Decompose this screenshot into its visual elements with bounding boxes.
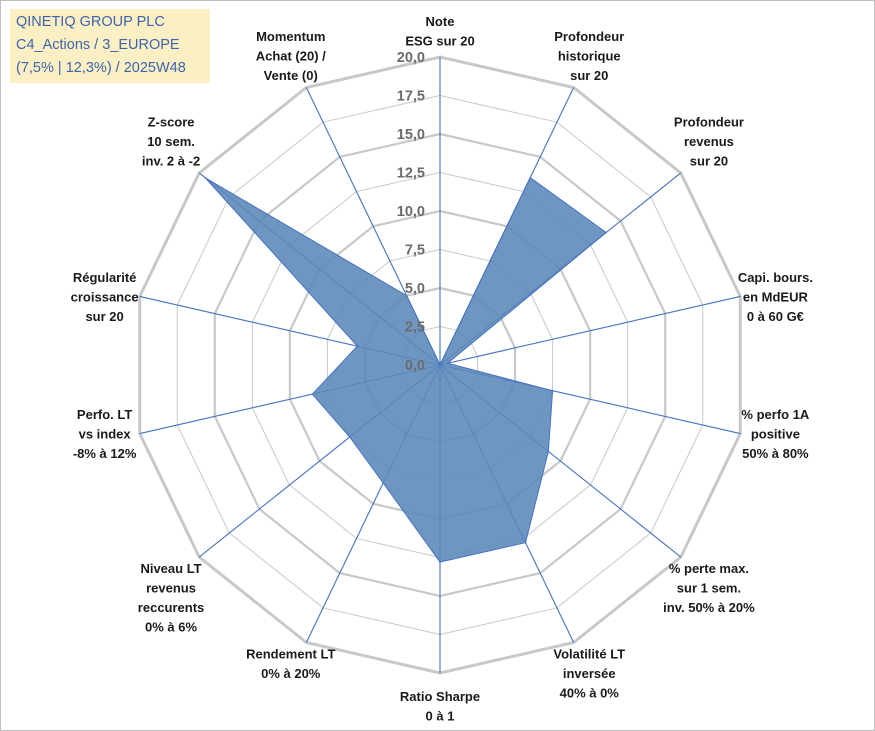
axis-label-1: Profondeur historique sur 20: [554, 29, 624, 83]
data-point-6: [524, 541, 527, 544]
axis-label-0: Note ESG sur 20: [405, 14, 474, 49]
axis-label-10: Perfo. LT vs index -8% à 12%: [73, 407, 137, 461]
title-line-1: QINETIQ GROUP PLC: [16, 14, 165, 30]
tick-label-4: 10,0: [397, 204, 425, 220]
tick-label-2: 5,0: [405, 281, 425, 297]
axis-label-2: Profondeur revenus sur 20: [674, 114, 744, 168]
data-point-13: [405, 294, 408, 297]
label-layer: Note ESG sur 20 Profondeur historique sur 20…: [71, 14, 813, 724]
data-point-0: [439, 364, 441, 366]
data-point-8: [382, 482, 385, 484]
axis-label-11: Régularité croissance sur 20: [71, 270, 139, 324]
data-point-3: [446, 362, 449, 365]
axis-label-4: % perfo 1A positive 50% à 80%: [741, 407, 810, 461]
data-point-10: [311, 393, 314, 395]
tick-label-7: 17,5: [397, 89, 425, 105]
series-layer: [204, 176, 607, 563]
chart-title-box: QINETIQ GROUP PLC C4_Actions / 3_EUROPE …: [10, 9, 210, 83]
title-line-3: (7,5% | 12,3%) / 2025W48: [16, 60, 186, 76]
data-point-2: [605, 231, 607, 234]
axis-label-13: Momentum Achat (20) / Vente (0): [256, 29, 326, 83]
data-point-11: [356, 345, 359, 347]
data-point-1: [529, 176, 532, 179]
axis-label-5: % perte max. sur 1 sem. inv. 50% à 20%: [663, 561, 755, 615]
title-line-2: C4_Actions / 3_EUROPE: [16, 37, 180, 53]
tick-label-5: 12,5: [397, 166, 425, 182]
axis-label-9: Niveau LT revenus reccurents 0% à 6%: [138, 561, 204, 635]
data-point-12: [204, 176, 207, 179]
data-point-4: [551, 389, 554, 392]
tick-label-0: 0,0: [405, 358, 425, 374]
tick-layer: 0,0 2,5 5,0 7,5 10,0 12,5 15,0 17,5 20,0: [397, 50, 425, 374]
axis-label-8: Rendement LT 0% à 20%: [246, 646, 335, 681]
axis-label-6: Volatilité LT inversée 40% à 0%: [553, 646, 625, 700]
axis-label-7: Ratio Sharpe 0 à 1: [400, 689, 480, 724]
tick-label-3: 7,5: [405, 243, 425, 259]
data-point-9: [348, 436, 351, 438]
axis-label-3: Capi. bours. en MdEUR 0 à 60 G€: [738, 270, 813, 324]
tick-label-8: 20,0: [397, 50, 425, 66]
data-point-7: [439, 561, 441, 563]
axis-label-12: Z-score 10 sem. inv. 2 à -2: [142, 114, 200, 168]
tick-label-6: 15,0: [397, 127, 425, 143]
data-point-5: [547, 450, 550, 453]
axis-spoke-3: [439, 295, 741, 366]
tick-label-1: 2,5: [405, 320, 425, 336]
